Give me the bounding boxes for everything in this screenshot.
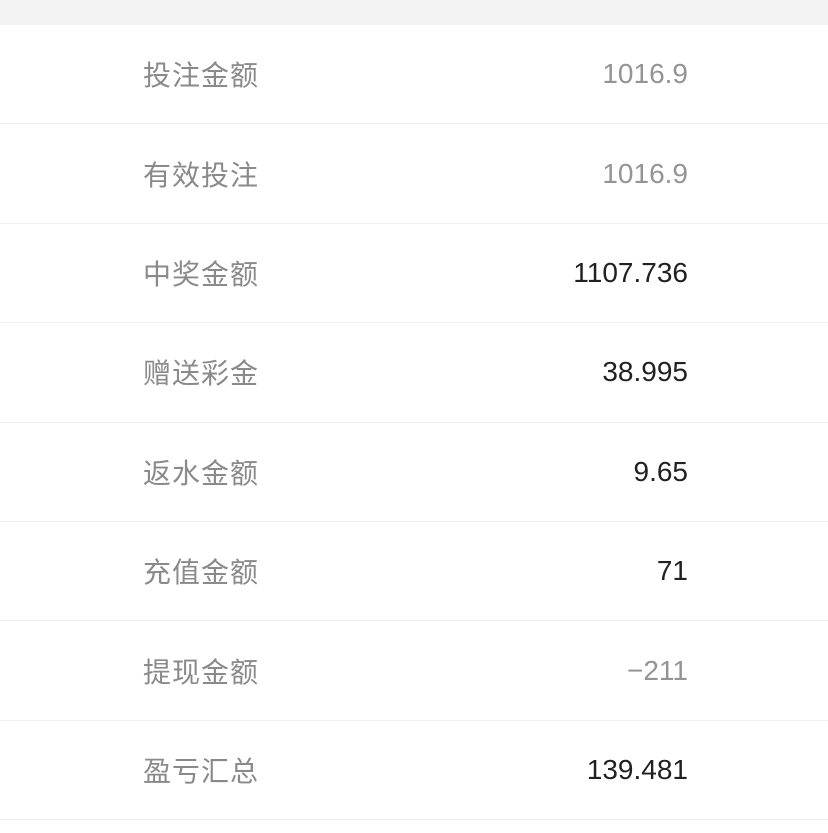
stat-row: 返水金额 9.65: [0, 422, 828, 522]
stat-value: 1107.736: [573, 256, 688, 288]
bottom-spacer: [0, 820, 828, 833]
stat-label: 赠送彩金: [143, 358, 260, 390]
stat-label: 投注金额: [143, 60, 260, 92]
stat-row: 有效投注 1016.9: [0, 124, 828, 224]
stat-row: 充值金额 71: [0, 521, 828, 622]
stat-value: 71: [656, 555, 688, 587]
stat-row: 提现金额 −211: [0, 621, 828, 721]
stat-value: 9.65: [633, 455, 689, 487]
stat-value: −211: [627, 654, 688, 686]
stat-label: 中奖金额: [143, 258, 260, 290]
stat-row: 投注金额 1016.9: [0, 25, 828, 125]
section-gap-band: [0, 0, 828, 25]
stat-value: 38.995: [602, 356, 688, 388]
stat-row: 赠送彩金 38.995: [0, 323, 828, 423]
stat-label: 有效投注: [143, 159, 260, 191]
stat-value: 139.481: [586, 753, 688, 785]
stat-row: 中奖金额 1107.736: [0, 223, 828, 324]
stat-value: 1016.9: [602, 157, 688, 189]
stat-row: 盈亏汇总 139.481: [0, 720, 828, 821]
account-summary-list: 投注金额 1016.9 有效投注 1016.9 中奖金额 1107.736 赠送彩金 38.9…: [0, 25, 828, 821]
stat-label: 返水金额: [143, 457, 260, 489]
stat-label: 充值金额: [143, 557, 260, 589]
stat-value: 1016.9: [602, 58, 688, 90]
stat-label: 提现金额: [143, 656, 260, 688]
stat-label: 盈亏汇总: [143, 755, 260, 787]
